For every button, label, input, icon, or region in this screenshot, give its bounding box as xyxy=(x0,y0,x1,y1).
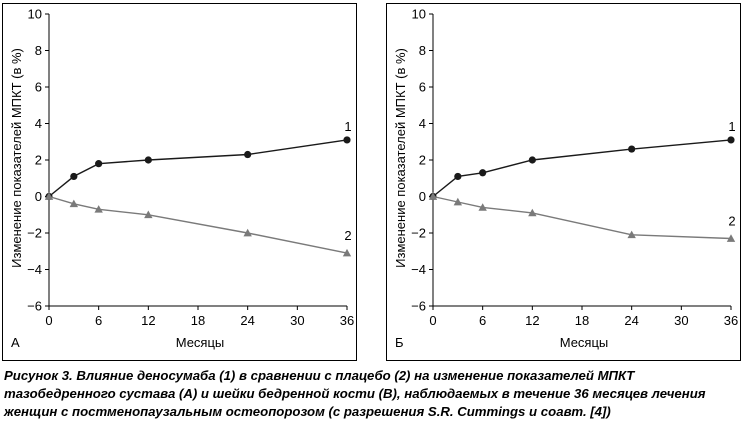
series-1-point xyxy=(727,136,735,144)
series-label: 1 xyxy=(344,119,351,134)
series-1-point xyxy=(628,145,636,153)
chart-panel-b: −6 −4 −2 0 2 4 6 8 10 0 6 12 18 24 30 36 Месяцы Изменение… xyxy=(386,3,741,361)
y-tick-label: −2 xyxy=(27,226,42,241)
x-tick-label: 18 xyxy=(191,313,205,328)
x-tick-label: 24 xyxy=(240,313,254,328)
figure-caption: Рисунок 3. Влияние деносумаба (1) в срав… xyxy=(4,368,706,419)
y-tick-label: −4 xyxy=(27,262,42,277)
series-label: 1 xyxy=(728,119,735,134)
series-1-point xyxy=(454,172,462,181)
y-tick-label: 6 xyxy=(35,80,42,95)
series-2-point xyxy=(528,208,537,217)
y-tick-label: 4 xyxy=(419,116,426,131)
series-1-point xyxy=(95,160,103,168)
series-2-point xyxy=(144,210,153,219)
y-axis-label: Изменение показателей МПКТ (в %) xyxy=(393,48,408,268)
series-label: 2 xyxy=(728,213,735,228)
series-1-point xyxy=(528,156,536,164)
y-axis-label: Изменение показателей МПКТ (в %) xyxy=(9,48,24,268)
x-tick-label: 24 xyxy=(624,313,638,328)
y-tick-label: 8 xyxy=(35,43,42,58)
series-2-point xyxy=(428,192,438,200)
x-tick-label: 12 xyxy=(141,313,155,328)
x-axis-label: Месяцы xyxy=(560,335,609,350)
series-1-point xyxy=(70,172,78,181)
y-tick-label: −4 xyxy=(411,262,426,277)
series-1-line xyxy=(48,139,348,198)
series-2-point xyxy=(69,199,79,208)
chart-panel-a: −6 −4 −2 0 2 4 6 8 10 0 6 12 18 24 30 36 Месяцы Изменение… xyxy=(2,3,357,361)
y-tick-label: 0 xyxy=(35,189,42,204)
series-1-point xyxy=(343,136,351,144)
series-1-point xyxy=(479,169,487,177)
x-tick-label: 0 xyxy=(429,313,436,328)
panel-label: Б xyxy=(395,335,404,350)
y-tick-label: 2 xyxy=(35,153,42,168)
x-axis-label: Месяцы xyxy=(176,335,225,350)
series-1-line xyxy=(432,139,732,198)
y-tick-label: −2 xyxy=(411,226,426,241)
y-tick-label: 8 xyxy=(419,43,426,58)
y-tick-label: 2 xyxy=(419,153,426,168)
y-tick-label: 6 xyxy=(419,80,426,95)
y-tick-label: 0 xyxy=(419,189,426,204)
x-tick-label: 12 xyxy=(525,313,539,328)
series-2-point xyxy=(243,228,252,237)
x-tick-label: 6 xyxy=(95,313,102,328)
x-tick-label: 36 xyxy=(340,313,354,328)
series-2-point xyxy=(453,197,463,206)
series-2-line xyxy=(432,195,732,240)
series-1-point xyxy=(244,150,252,159)
x-tick-label: 36 xyxy=(724,313,738,328)
x-tick-label: 30 xyxy=(674,313,688,328)
x-tick-label: 18 xyxy=(575,313,589,328)
series-2-point xyxy=(94,205,103,213)
series-2-point xyxy=(342,248,352,257)
y-tick-label: 4 xyxy=(35,116,42,131)
series-2-line xyxy=(48,195,348,254)
y-tick-label: 10 xyxy=(28,7,42,22)
x-tick-label: 6 xyxy=(479,313,486,328)
x-tick-label: 30 xyxy=(290,313,304,328)
y-tick-label: −6 xyxy=(27,299,42,314)
series-2-point xyxy=(627,230,636,239)
y-tick-label: 10 xyxy=(412,7,426,22)
series-2-point xyxy=(478,203,487,211)
series-1-point xyxy=(144,156,152,164)
series-label: 2 xyxy=(344,228,351,243)
y-tick-label: −6 xyxy=(411,299,426,314)
series-2-point xyxy=(726,234,736,242)
x-tick-label: 0 xyxy=(45,313,52,328)
panel-label: А xyxy=(11,335,20,350)
series-2-point xyxy=(44,192,54,200)
